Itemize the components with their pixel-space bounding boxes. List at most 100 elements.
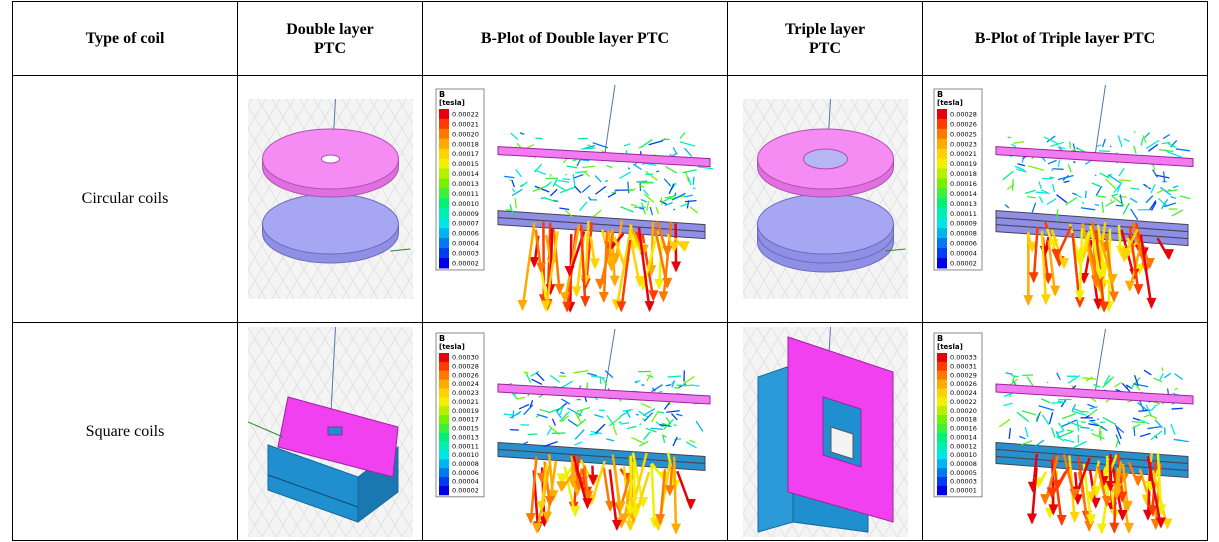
legend-value: 0.00018 xyxy=(452,140,479,148)
legend-swatch xyxy=(937,258,947,268)
field-arrow xyxy=(1099,151,1110,152)
legend-swatch xyxy=(937,228,947,238)
header-text: B-Plot of Triple layer PTC xyxy=(975,29,1155,48)
field-arrow xyxy=(1094,175,1095,176)
field-arrow xyxy=(636,414,638,415)
legend-swatch xyxy=(439,379,449,388)
legend-value: 0.00028 xyxy=(452,362,479,370)
field-arrow xyxy=(674,387,679,388)
legend-value: 0.00017 xyxy=(452,150,479,158)
legend-swatch xyxy=(439,361,449,370)
legend-value: 0.00009 xyxy=(452,210,479,218)
field-arrow xyxy=(1157,404,1158,405)
field-arrow xyxy=(1145,187,1149,188)
legend-value: 0.00003 xyxy=(950,477,977,485)
legend-swatch xyxy=(937,423,947,432)
legend-value: 0.00008 xyxy=(950,230,977,238)
field-arrow xyxy=(1100,421,1105,422)
field-arrow xyxy=(642,384,645,385)
b-plot: B[tesla]0.000300.000280.000260.000240.00… xyxy=(430,327,720,537)
header-text: B-Plot of Double layer PTC xyxy=(481,29,669,48)
legend-swatch xyxy=(439,188,449,198)
legend-swatch xyxy=(937,179,947,189)
legend-value: 0.00010 xyxy=(452,200,479,208)
legend-swatch xyxy=(439,397,449,406)
legend-value: 0.00011 xyxy=(452,190,479,198)
legend-swatch xyxy=(937,119,947,129)
legend-swatch xyxy=(937,379,947,388)
field-arrow xyxy=(1163,171,1164,181)
legend-value: 0.00030 xyxy=(452,353,479,361)
legend-value: 0.00033 xyxy=(950,353,977,361)
legend-swatch xyxy=(439,139,449,149)
field-arrow xyxy=(662,139,670,140)
legend-value: 0.00018 xyxy=(950,415,977,423)
legend-value: 0.00014 xyxy=(452,170,479,178)
row-label: Square coils xyxy=(13,323,238,541)
field-arrow xyxy=(536,416,538,417)
legend-value: 0.00022 xyxy=(950,397,977,405)
legend-value: 0.00022 xyxy=(452,110,479,118)
field-arrow xyxy=(640,186,644,187)
coil-image xyxy=(248,327,413,537)
legend-swatch xyxy=(439,432,449,441)
image-cell xyxy=(238,323,423,541)
legend-value: 0.00013 xyxy=(950,200,977,208)
b-plot: B[tesla]0.000280.000260.000250.000230.00… xyxy=(928,83,1203,315)
legend-swatch xyxy=(937,218,947,228)
legend-value: 0.00016 xyxy=(950,180,977,188)
coil-table: Type of coil Double layer PTC B-Plot of … xyxy=(12,1,1208,541)
legend-value: 0.00026 xyxy=(950,380,977,388)
coil-hole xyxy=(328,427,342,435)
field-arrow xyxy=(1051,169,1052,171)
image-cell xyxy=(238,76,423,323)
legend-swatch xyxy=(937,159,947,169)
legend-swatch xyxy=(937,169,947,179)
b-plot: B[tesla]0.000220.000210.000200.000180.00… xyxy=(430,83,720,315)
legend-swatch xyxy=(439,228,449,238)
legend-swatch xyxy=(439,179,449,189)
field-arrow xyxy=(674,209,675,210)
header-cell: Triple layer PTC xyxy=(728,2,923,76)
legend-value: 0.00028 xyxy=(950,110,977,118)
legend-unit: [tesla] xyxy=(439,343,465,351)
legend-value: 0.00024 xyxy=(950,389,977,397)
legend-value: 0.00006 xyxy=(452,468,479,476)
field-arrow xyxy=(524,372,528,373)
field-arrow xyxy=(510,429,519,430)
legend-value: 0.00025 xyxy=(950,130,977,138)
header-text: Double layer PTC xyxy=(275,20,385,58)
legend-value: 0.00023 xyxy=(452,389,479,397)
coil-hole xyxy=(321,155,339,163)
field-arrow xyxy=(1056,209,1057,220)
legend-swatch xyxy=(937,361,947,370)
field-arrow xyxy=(541,198,545,199)
legend-swatch xyxy=(439,119,449,129)
legend-swatch xyxy=(937,238,947,248)
coil-layer xyxy=(757,194,893,254)
image-cell xyxy=(728,323,923,541)
legend-value: 0.00008 xyxy=(950,459,977,467)
legend-value: 0.00010 xyxy=(950,451,977,459)
legend-swatch xyxy=(937,353,947,362)
legend-value: 0.00024 xyxy=(452,380,479,388)
legend-value: 0.00001 xyxy=(950,486,977,494)
legend-swatch xyxy=(937,139,947,149)
field-arrow xyxy=(638,182,652,183)
coil-image xyxy=(743,99,908,299)
legend-value: 0.00008 xyxy=(452,459,479,467)
legend-swatch xyxy=(439,388,449,397)
page: {"table": { "header": ["Type of coil", "… xyxy=(0,0,1219,542)
legend-unit: [tesla] xyxy=(937,99,963,107)
legend-swatch xyxy=(937,109,947,119)
legend-swatch xyxy=(439,198,449,208)
legend-value: 0.00002 xyxy=(452,486,479,494)
legend-swatch xyxy=(439,450,449,459)
legend-swatch xyxy=(937,149,947,159)
header-row: Type of coil Double layer PTC B-Plot of … xyxy=(13,2,1208,76)
legend-title: B xyxy=(937,334,943,343)
field-arrow xyxy=(1094,205,1098,206)
field-arrow xyxy=(581,148,593,149)
legend-swatch xyxy=(937,388,947,397)
field-arrow xyxy=(1115,205,1123,206)
